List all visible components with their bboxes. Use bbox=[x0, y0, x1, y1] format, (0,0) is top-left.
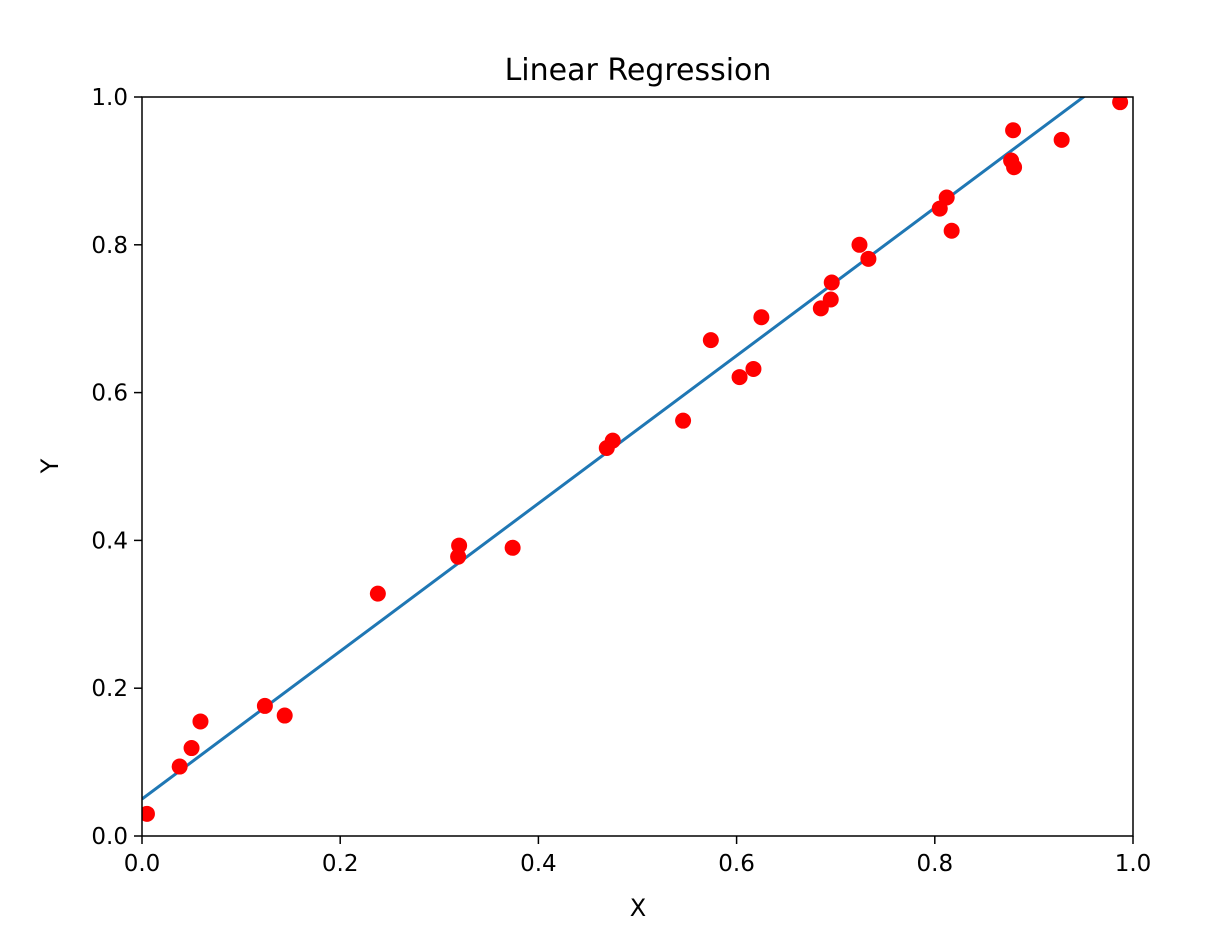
y-tick-label: 0.4 bbox=[91, 528, 128, 554]
x-tick-label: 0.4 bbox=[520, 851, 557, 877]
data-point bbox=[943, 222, 960, 239]
data-point bbox=[753, 309, 770, 326]
data-point bbox=[256, 697, 273, 714]
data-point bbox=[823, 274, 840, 291]
data-point bbox=[142, 805, 155, 822]
data-point bbox=[745, 360, 762, 377]
data-point bbox=[938, 189, 955, 206]
data-point bbox=[451, 537, 468, 554]
data-point bbox=[702, 332, 719, 349]
data-point bbox=[276, 707, 293, 724]
data-point bbox=[369, 585, 386, 602]
y-tick-label: 0.0 bbox=[91, 824, 128, 850]
data-point bbox=[731, 369, 748, 386]
data-point bbox=[604, 432, 621, 449]
chart-title: Linear Regression bbox=[505, 53, 772, 88]
data-point bbox=[192, 713, 209, 730]
x-tick-label: 0.0 bbox=[124, 851, 161, 877]
x-tick-label: 1.0 bbox=[1115, 851, 1152, 877]
data-point bbox=[1005, 122, 1022, 139]
data-point bbox=[1053, 131, 1070, 148]
data-point bbox=[1006, 159, 1023, 176]
data-point bbox=[675, 412, 692, 429]
x-axis-label: X bbox=[630, 894, 646, 922]
data-point bbox=[822, 291, 839, 308]
data-point bbox=[171, 758, 188, 775]
y-tick-label: 0.6 bbox=[91, 381, 128, 407]
data-point bbox=[504, 539, 521, 556]
y-tick-label: 1.0 bbox=[91, 85, 128, 111]
x-tick-label: 0.8 bbox=[917, 851, 954, 877]
data-point bbox=[860, 250, 877, 267]
y-tick-label: 0.8 bbox=[91, 233, 128, 259]
y-tick-label: 0.2 bbox=[91, 676, 128, 702]
x-tick-label: 0.2 bbox=[322, 851, 359, 877]
y-axis-label: Y bbox=[36, 458, 64, 474]
data-point bbox=[851, 236, 868, 253]
data-point bbox=[183, 740, 200, 757]
x-tick-label: 0.6 bbox=[718, 851, 755, 877]
regression-line bbox=[142, 97, 1086, 801]
plot-frame bbox=[141, 96, 1134, 837]
data-point bbox=[1112, 97, 1129, 111]
